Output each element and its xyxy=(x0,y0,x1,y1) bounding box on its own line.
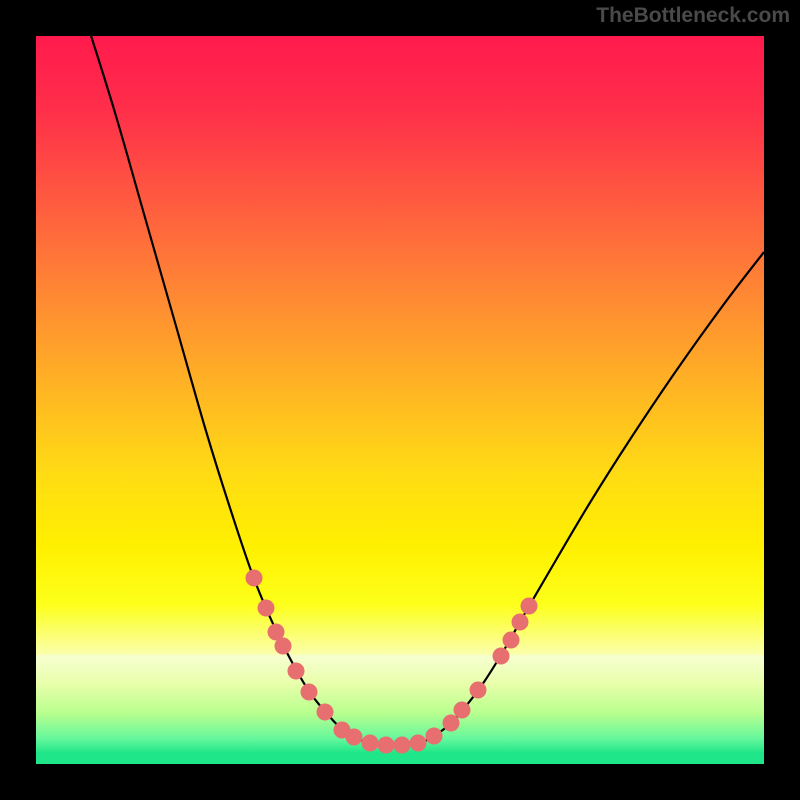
plot-area xyxy=(36,36,764,764)
bottleneck-curve-right xyxy=(382,252,764,745)
data-marker xyxy=(378,737,395,754)
data-marker xyxy=(521,598,538,615)
bottleneck-curve-left xyxy=(88,26,382,745)
data-marker xyxy=(512,614,529,631)
data-marker xyxy=(258,600,275,617)
data-marker xyxy=(493,648,510,665)
watermark-text: TheBottleneck.com xyxy=(596,4,790,28)
markers-bottom xyxy=(362,735,427,754)
data-marker xyxy=(454,702,471,719)
data-marker xyxy=(426,728,443,745)
data-marker xyxy=(288,663,305,680)
data-marker xyxy=(301,684,318,701)
data-marker xyxy=(346,729,363,746)
data-marker xyxy=(394,737,411,754)
data-marker xyxy=(503,632,520,649)
data-marker xyxy=(362,735,379,752)
chart-svg xyxy=(36,36,764,764)
data-marker xyxy=(246,570,263,587)
data-marker xyxy=(470,682,487,699)
markers-right xyxy=(426,598,538,745)
data-marker xyxy=(317,704,334,721)
data-marker xyxy=(443,715,460,732)
data-marker xyxy=(410,735,427,752)
markers-left xyxy=(246,570,363,746)
data-marker xyxy=(275,638,292,655)
